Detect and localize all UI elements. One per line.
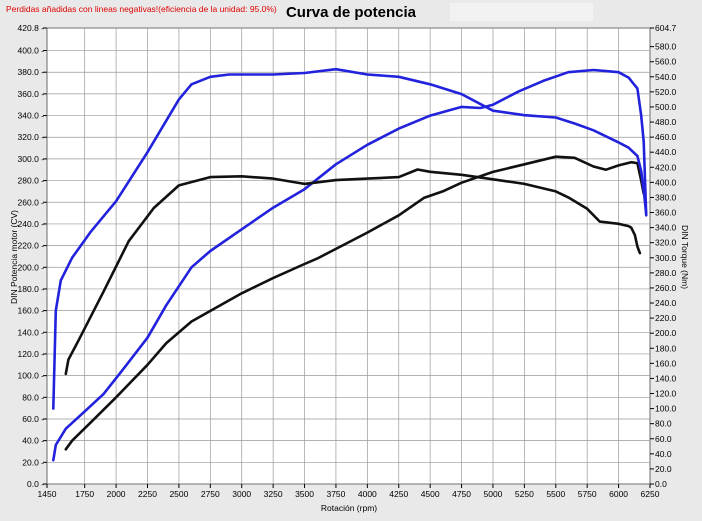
x-tick-label: 3500: [295, 489, 314, 499]
x-tick-label: 3250: [264, 489, 283, 499]
x-tick-label: 2000: [107, 489, 126, 499]
y2-tick-label: 260.0: [655, 283, 677, 293]
y2-tick-label: 520.0: [655, 87, 677, 97]
y2-tick-label: 540.0: [655, 72, 677, 82]
y-tick-label: 380.0 -: [18, 67, 45, 77]
y2-tick-label: 340.0: [655, 223, 677, 233]
y2-tick-label: 380.0: [655, 192, 677, 202]
y2-tick-label: 160.0: [655, 358, 677, 368]
x-tick-label: 2500: [169, 489, 188, 499]
y2-tick-label: 560.0: [655, 57, 677, 67]
y-tick-label: 400.0 -: [18, 46, 45, 56]
x-tick-label: 6000: [609, 489, 628, 499]
y2-tick-label: 300.0: [655, 253, 677, 263]
y-tick-label: 160.0 -: [18, 306, 45, 316]
y2-tick-label: 360.0: [655, 208, 677, 218]
y2-tick-label: 200.0: [655, 328, 677, 338]
x-axis-label: Rotación (rpm): [321, 503, 377, 513]
y-tick-label: 300.0 -: [18, 154, 45, 164]
y-axis-label: DIN Potencia motor (CV): [9, 210, 19, 304]
x-tick-label: 3750: [326, 489, 345, 499]
y-tick-label: 20.0 -: [22, 457, 44, 467]
x-tick-label: 4750: [452, 489, 471, 499]
y2-tick-label: 500.0: [655, 102, 677, 112]
y-tick-label: 140.0 -: [18, 327, 45, 337]
x-tick-label: 6250: [641, 489, 660, 499]
y2-tick-label: 180.0: [655, 343, 677, 353]
y-tick-label: 80.0 -: [22, 392, 44, 402]
y-tick-label: 40.0 -: [22, 436, 44, 446]
y-tick-label: 240.0 -: [18, 219, 45, 229]
x-axis-ticks: 1450 1750 2000 2250 2500 2750 3000 3250 3500 3750…: [38, 484, 660, 499]
y-tick-label: 260.0 -: [18, 197, 45, 207]
power-curve-2: [64, 155, 645, 451]
y2-tick-label: 320.0: [655, 238, 677, 248]
y2-tick-label: 480.0: [655, 117, 677, 127]
x-tick-label: 5000: [484, 489, 503, 499]
y2-tick-label: 80.0: [655, 419, 672, 429]
x-tick-label: 5500: [546, 489, 565, 499]
y2-tick-label: 280.0: [655, 268, 677, 278]
y2-axis-label: DIN Torque (Nm): [680, 225, 690, 289]
power-curve-1: [52, 68, 648, 462]
y-tick-label: 320.0 -: [18, 132, 45, 142]
y-tick-label: 220.0 -: [18, 241, 45, 251]
y2-tick-label: 240.0: [655, 298, 677, 308]
y-tick-label: 340.0 -: [18, 111, 45, 121]
y2-tick-label: 420.0: [655, 162, 677, 172]
y2-tick-label: 120.0: [655, 389, 677, 399]
x-tick-label: 4000: [358, 489, 377, 499]
y-tick-label: 0.0 -: [27, 479, 44, 489]
x-tick-label: 5250: [515, 489, 534, 499]
y2-tick-label: 400.0: [655, 177, 677, 187]
y-tick-label: 360.0 -: [18, 89, 45, 99]
x-tick-label: 3000: [232, 489, 251, 499]
y-tick-label: 100.0 -: [18, 371, 45, 381]
torque-curve-3: [52, 67, 648, 410]
y2-tick-label: 40.0: [655, 449, 672, 459]
x-tick-label: 2750: [201, 489, 220, 499]
chart-title: Curva de potencia: [286, 4, 417, 21]
y2-axis-ticks: 0.0 20.0 40.0 60.0 80.0 100.0 120.0 140.0 160.0 1…: [650, 23, 677, 489]
y2-tick-label: 60.0: [655, 434, 672, 444]
x-tick-label: 4250: [389, 489, 408, 499]
y-axis-ticks: 0.0 - 20.0 - 40.0 - 60.0 - 80.0 - 100.0 - 120.…: [18, 23, 47, 489]
y2-tick-label: 580.0: [655, 42, 677, 52]
title-box: [450, 3, 593, 21]
efficiency-note: Perdidas añadidas con lineas negativas!(…: [6, 4, 277, 14]
y2-tick-label: 604.7: [655, 23, 677, 33]
y2-tick-label: 20.0: [655, 464, 672, 474]
y2-tick-label: 140.0: [655, 373, 677, 383]
y-tick-label: 60.0 -: [22, 414, 44, 424]
y2-tick-label: 100.0: [655, 404, 677, 414]
x-tick-label: 4500: [421, 489, 440, 499]
series-layer: [52, 67, 648, 462]
y2-tick-label: 440.0: [655, 147, 677, 157]
torque-curve-4: [64, 168, 642, 376]
y-tick-label: 420.8 -: [18, 23, 45, 33]
y-tick-label: 200.0 -: [18, 262, 45, 272]
y-tick-label: 120.0 -: [18, 349, 45, 359]
x-tick-label: 1450: [38, 489, 57, 499]
y-tick-label: 280.0 -: [18, 176, 45, 186]
y2-tick-label: 460.0: [655, 132, 677, 142]
x-tick-label: 1750: [75, 489, 94, 499]
y2-tick-label: 220.0: [655, 313, 677, 323]
plot-area: [46, 27, 651, 485]
x-tick-label: 2250: [138, 489, 157, 499]
x-tick-label: 5750: [578, 489, 597, 499]
y2-tick-label: 0.0: [655, 479, 667, 489]
y-tick-label: 180.0 -: [18, 284, 45, 294]
